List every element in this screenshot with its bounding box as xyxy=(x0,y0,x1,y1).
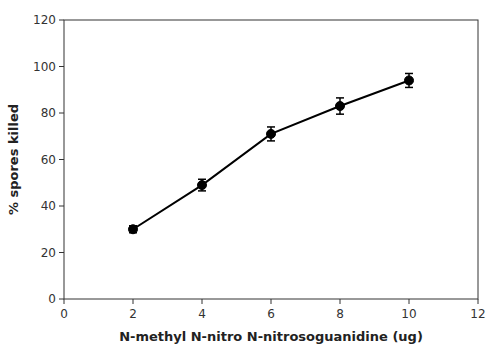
y-tick xyxy=(59,252,64,253)
error-bar-cap xyxy=(405,73,413,75)
y-tick-label: 60 xyxy=(41,153,56,167)
data-point xyxy=(198,181,207,190)
y-tick xyxy=(59,159,64,160)
x-tick-label: 2 xyxy=(129,307,137,321)
error-bar-cap xyxy=(405,87,413,89)
x-tick xyxy=(133,299,134,304)
x-tick xyxy=(478,299,479,304)
error-bar xyxy=(336,98,344,114)
x-tick-label: 6 xyxy=(267,307,275,321)
x-tick-label: 10 xyxy=(401,307,416,321)
error-bar-cap xyxy=(336,113,344,115)
data-line xyxy=(133,80,409,229)
y-tick xyxy=(59,299,64,300)
x-tick-label: 4 xyxy=(198,307,206,321)
y-tick-label: 40 xyxy=(41,199,56,213)
error-bar-cap xyxy=(267,140,275,142)
y-tick-label: 20 xyxy=(41,246,56,260)
chart-svg: 024681012020406080100120N-methyl N-nitro… xyxy=(0,0,500,355)
x-tick xyxy=(340,299,341,304)
data-point xyxy=(267,129,276,138)
y-tick xyxy=(59,206,64,207)
x-tick xyxy=(64,299,65,304)
y-tick xyxy=(59,20,64,21)
x-tick xyxy=(271,299,272,304)
plot-frame xyxy=(64,20,478,299)
plot-area xyxy=(129,73,414,233)
x-tick-label: 8 xyxy=(336,307,344,321)
error-bar xyxy=(267,127,275,141)
error-bar-cap xyxy=(267,126,275,128)
y-tick xyxy=(59,66,64,67)
error-bar xyxy=(405,73,413,87)
x-tick-label: 12 xyxy=(470,307,485,321)
y-tick-label: 120 xyxy=(33,13,56,27)
error-bar xyxy=(198,179,206,191)
y-tick-label: 0 xyxy=(48,292,56,306)
data-point xyxy=(336,102,345,111)
data-point xyxy=(405,76,414,85)
error-bar-cap xyxy=(198,190,206,192)
chart-container: 024681012020406080100120N-methyl N-nitro… xyxy=(0,0,500,355)
data-point xyxy=(129,225,138,234)
error-bar-cap xyxy=(336,97,344,99)
y-tick-label: 80 xyxy=(41,106,56,120)
y-tick-label: 100 xyxy=(33,60,56,74)
error-bar-cap xyxy=(198,179,206,181)
x-axis-label: N-methyl N-nitro N-nitrosoguanidine (ug) xyxy=(119,329,423,344)
y-axis-label: % spores killed xyxy=(6,104,21,215)
x-tick xyxy=(409,299,410,304)
x-tick xyxy=(202,299,203,304)
x-tick-label: 0 xyxy=(60,307,68,321)
y-tick xyxy=(59,113,64,114)
